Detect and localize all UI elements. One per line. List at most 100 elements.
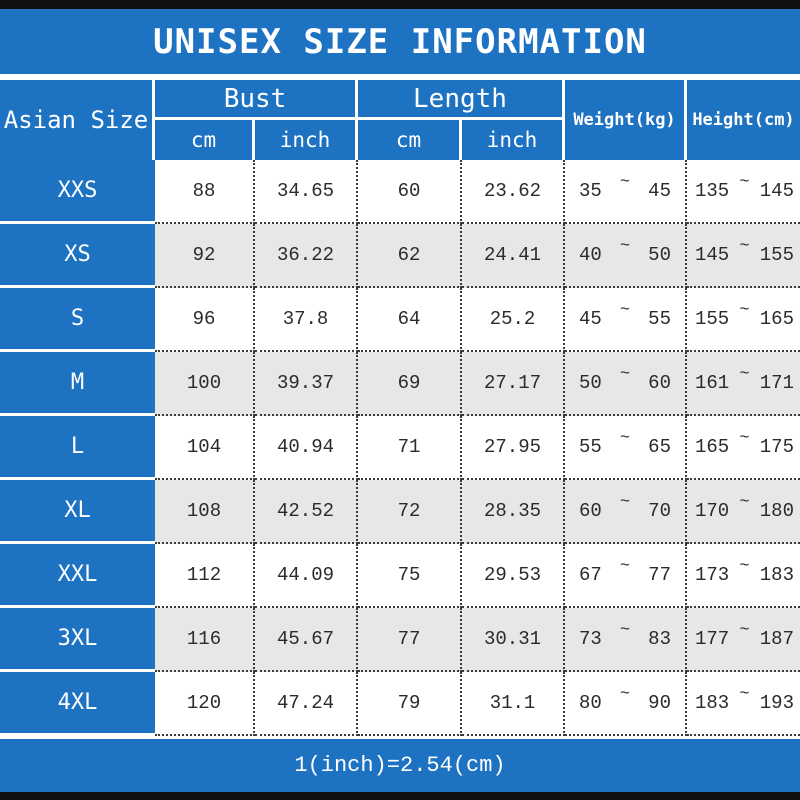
height-range-cell: 170 ~180 — [687, 480, 800, 544]
size-label-cell: S — [0, 288, 155, 352]
bust-cm-cell: 92 — [155, 224, 255, 288]
bust-inch-cell: 47.24 — [255, 672, 358, 736]
weight-range-cell: 73 ~83 — [565, 608, 687, 672]
tilde-symbol: ~ — [619, 620, 631, 640]
weight-range-cell-max: 83 — [648, 628, 671, 650]
title-divider — [0, 74, 800, 80]
bust-cm-cell: 100 — [155, 352, 255, 416]
bust-inch-cell: 40.94 — [255, 416, 358, 480]
bust-inch-cell: 44.09 — [255, 544, 358, 608]
height-range-cell: 165 ~175 — [687, 416, 800, 480]
height-range-cell-max: 175 — [759, 436, 794, 458]
bust-cm-cell: 120 — [155, 672, 255, 736]
size-label-cell: XL — [0, 480, 155, 544]
footer-band: 1(inch)=2.54(cm) — [0, 739, 800, 792]
tilde-symbol: ~ — [619, 364, 631, 384]
length-cm-cell: 62 — [358, 224, 462, 288]
length-inch-cell: 31.1 — [462, 672, 565, 736]
tilde-symbol: ~ — [619, 300, 631, 320]
weight-range-cell: 80 ~90 — [565, 672, 687, 736]
bust-cm-cell: 108 — [155, 480, 255, 544]
length-inch-cell: 23.62 — [462, 160, 565, 224]
length-cm-cell: 69 — [358, 352, 462, 416]
weight-range-cell-max: 55 — [648, 308, 671, 330]
weight-range-cell-max: 45 — [648, 180, 671, 202]
length-cm-cell: 77 — [358, 608, 462, 672]
weight-range-cell-min: 40 — [579, 244, 602, 266]
height-range-cell-min: 165 — [695, 436, 730, 458]
height-range-cell: 155 ~165 — [687, 288, 800, 352]
weight-range-cell-min: 45 — [579, 308, 602, 330]
size-table: Asian Size Bust Length Weight(kg) Height… — [0, 80, 800, 736]
length-inch-cell: 30.31 — [462, 608, 565, 672]
size-label-cell: XS — [0, 224, 155, 288]
tilde-symbol: ~ — [619, 492, 631, 512]
top-black-bar — [0, 0, 800, 9]
header-length: Length — [358, 80, 565, 120]
bust-cm-cell: 116 — [155, 608, 255, 672]
length-inch-cell: 28.35 — [462, 480, 565, 544]
bust-inch-cell: 36.22 — [255, 224, 358, 288]
height-range-cell-min: 135 — [695, 180, 730, 202]
weight-range-cell-min: 73 — [579, 628, 602, 650]
weight-range-cell: 45 ~55 — [565, 288, 687, 352]
bust-inch-cell: 45.67 — [255, 608, 358, 672]
weight-range-cell-max: 77 — [648, 564, 671, 586]
bust-cm-cell: 96 — [155, 288, 255, 352]
size-label-cell: XXL — [0, 544, 155, 608]
height-range-cell-min: 177 — [695, 628, 730, 650]
length-cm-cell: 72 — [358, 480, 462, 544]
bust-inch-cell: 37.8 — [255, 288, 358, 352]
length-cm-cell: 60 — [358, 160, 462, 224]
tilde-symbol: ~ — [739, 236, 750, 256]
length-inch-cell: 24.41 — [462, 224, 565, 288]
height-range-cell-min: 173 — [695, 564, 730, 586]
height-range-cell-min: 161 — [695, 372, 730, 394]
weight-range-cell: 67 ~77 — [565, 544, 687, 608]
weight-range-cell: 50 ~60 — [565, 352, 687, 416]
header-bust-cm: cm — [155, 120, 255, 160]
tilde-symbol: ~ — [619, 556, 631, 576]
weight-range-cell-min: 55 — [579, 436, 602, 458]
height-range-cell-max: 180 — [759, 500, 794, 522]
weight-range-cell-max: 90 — [648, 692, 671, 714]
size-label-cell: 4XL — [0, 672, 155, 736]
tilde-symbol: ~ — [739, 684, 750, 704]
length-cm-cell: 79 — [358, 672, 462, 736]
height-range-cell-max: 193 — [759, 692, 794, 714]
length-inch-cell: 27.17 — [462, 352, 565, 416]
length-inch-cell: 29.53 — [462, 544, 565, 608]
tilde-symbol: ~ — [739, 492, 750, 512]
height-range-cell-min: 170 — [695, 500, 730, 522]
height-range-cell: 135 ~145 — [687, 160, 800, 224]
weight-range-cell: 35 ~45 — [565, 160, 687, 224]
tilde-symbol: ~ — [619, 428, 631, 448]
header-bust-inch: inch — [255, 120, 358, 160]
weight-range-cell: 60 ~70 — [565, 480, 687, 544]
length-cm-cell: 64 — [358, 288, 462, 352]
header-weight-kg: Weight(kg) — [565, 80, 687, 160]
height-range-cell: 145 ~155 — [687, 224, 800, 288]
bust-inch-cell: 39.37 — [255, 352, 358, 416]
height-range-cell-max: 155 — [759, 244, 794, 266]
bust-inch-cell: 34.65 — [255, 160, 358, 224]
weight-range-cell-max: 70 — [648, 500, 671, 522]
tilde-symbol: ~ — [739, 300, 750, 320]
weight-range-cell-min: 67 — [579, 564, 602, 586]
size-label-cell: L — [0, 416, 155, 480]
weight-range-cell-min: 50 — [579, 372, 602, 394]
length-cm-cell: 71 — [358, 416, 462, 480]
weight-range-cell-min: 35 — [579, 180, 602, 202]
bust-cm-cell: 104 — [155, 416, 255, 480]
conversion-note: 1(inch)=2.54(cm) — [294, 753, 506, 778]
weight-range-cell-min: 80 — [579, 692, 602, 714]
size-label-cell: 3XL — [0, 608, 155, 672]
length-cm-cell: 75 — [358, 544, 462, 608]
tilde-symbol: ~ — [619, 172, 631, 192]
height-range-cell: 177 ~187 — [687, 608, 800, 672]
tilde-symbol: ~ — [619, 236, 631, 256]
header-length-inch: inch — [462, 120, 565, 160]
weight-range-cell-max: 50 — [648, 244, 671, 266]
weight-range-cell: 40 ~50 — [565, 224, 687, 288]
